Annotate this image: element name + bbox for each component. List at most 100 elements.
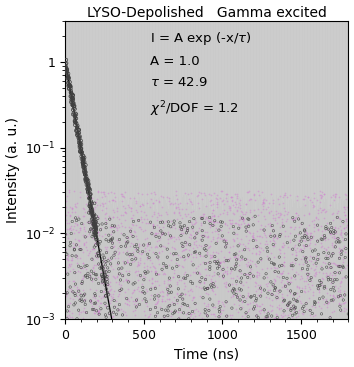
- Point: [253, 302, 259, 308]
- Point: [204, 215, 210, 221]
- Point: [123, 276, 129, 282]
- Point: [162, 244, 168, 250]
- Point: [186, 292, 192, 298]
- Point: [338, 292, 343, 298]
- Point: [344, 262, 349, 268]
- Point: [70, 100, 76, 106]
- Point: [200, 295, 206, 301]
- Point: [310, 199, 315, 205]
- Point: [181, 280, 187, 286]
- Point: [243, 279, 249, 285]
- Point: [276, 287, 281, 293]
- Point: [216, 273, 222, 279]
- Point: [181, 310, 187, 316]
- Point: [232, 231, 238, 237]
- Point: [190, 245, 196, 251]
- Point: [210, 201, 216, 207]
- Point: [142, 259, 147, 265]
- Point: [190, 295, 196, 301]
- Point: [277, 288, 283, 294]
- Point: [116, 288, 122, 294]
- Point: [205, 313, 210, 319]
- Point: [66, 81, 72, 87]
- Point: [175, 291, 180, 297]
- Point: [217, 309, 222, 315]
- Point: [142, 296, 148, 302]
- Point: [171, 275, 176, 280]
- Point: [89, 246, 95, 252]
- Point: [202, 279, 207, 285]
- Point: [272, 264, 277, 270]
- Point: [205, 286, 210, 291]
- Point: [209, 210, 215, 216]
- Point: [238, 208, 244, 214]
- Point: [110, 207, 116, 212]
- Point: [85, 182, 91, 188]
- Point: [179, 215, 185, 221]
- Point: [80, 160, 86, 166]
- Point: [104, 248, 110, 254]
- Point: [246, 188, 252, 194]
- Point: [243, 209, 249, 215]
- Point: [119, 286, 125, 292]
- Point: [258, 290, 264, 295]
- Point: [64, 70, 70, 76]
- Point: [196, 189, 202, 195]
- Point: [163, 307, 169, 313]
- Point: [244, 256, 250, 262]
- Point: [67, 83, 73, 89]
- Point: [79, 150, 84, 156]
- Point: [229, 305, 235, 311]
- Point: [337, 262, 343, 268]
- Point: [80, 265, 86, 270]
- Point: [120, 312, 125, 318]
- Point: [254, 303, 260, 309]
- Point: [67, 263, 73, 269]
- Point: [63, 222, 68, 228]
- Point: [76, 130, 82, 136]
- Point: [139, 298, 144, 304]
- Point: [243, 271, 249, 277]
- Point: [269, 223, 275, 229]
- Point: [162, 231, 168, 237]
- Point: [101, 289, 106, 295]
- Point: [64, 67, 70, 73]
- Point: [89, 209, 95, 215]
- Point: [70, 93, 75, 99]
- Point: [221, 207, 227, 213]
- Point: [270, 212, 276, 218]
- Point: [81, 240, 87, 246]
- Point: [260, 203, 266, 209]
- Point: [224, 271, 230, 277]
- Point: [179, 206, 184, 212]
- Point: [290, 312, 295, 318]
- Point: [237, 213, 243, 219]
- Point: [167, 195, 172, 201]
- Point: [83, 272, 89, 278]
- Point: [96, 251, 101, 257]
- Point: [262, 241, 267, 247]
- Point: [188, 286, 194, 292]
- Point: [313, 215, 319, 221]
- Point: [81, 155, 87, 161]
- Point: [108, 224, 114, 230]
- Point: [264, 265, 270, 271]
- Point: [254, 228, 259, 234]
- Point: [87, 195, 93, 201]
- Point: [86, 181, 91, 186]
- Point: [325, 275, 331, 281]
- Point: [325, 236, 331, 242]
- Point: [129, 252, 135, 258]
- Point: [263, 234, 269, 240]
- Point: [84, 240, 89, 246]
- Point: [122, 290, 128, 295]
- Point: [261, 275, 267, 281]
- Point: [152, 269, 158, 275]
- Point: [118, 342, 123, 348]
- Point: [217, 219, 222, 225]
- Point: [125, 277, 131, 283]
- Point: [245, 262, 251, 268]
- Point: [69, 91, 75, 97]
- Point: [72, 244, 77, 250]
- Point: [66, 86, 72, 91]
